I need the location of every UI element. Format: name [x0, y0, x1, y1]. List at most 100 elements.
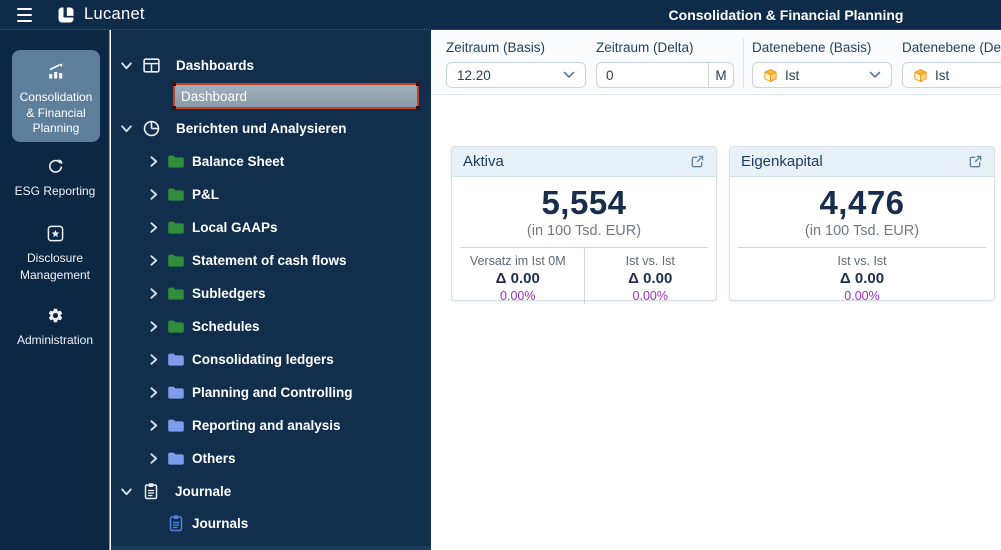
- tree-item-label: Statement of cash flows: [192, 252, 347, 268]
- filter-label: Datenebene (Delta): [902, 40, 1001, 55]
- chevron-right-icon[interactable]: [147, 386, 160, 399]
- tree-item-label: Planning and Controlling: [192, 384, 353, 400]
- tree-item-label: Dashboard: [181, 88, 248, 104]
- select-value: Ist: [785, 67, 800, 83]
- chevron-right-icon[interactable]: [147, 419, 160, 432]
- folder-icon: [167, 451, 185, 466]
- chevron-right-icon[interactable]: [147, 320, 160, 333]
- tree-item-dashboards[interactable]: Dashboards: [111, 52, 431, 78]
- top-bar: Lucanet Consolidation & Financial Planni…: [0, 0, 1001, 30]
- sidebar-item-label: Consolidation: [19, 90, 93, 104]
- tree-item-berichten-und-analysieren[interactable]: Berichten und Analysieren: [111, 115, 431, 141]
- tree-item-journals[interactable]: Journals: [111, 510, 431, 536]
- kpi-unit: (in 100 Tsd. EUR): [526, 223, 642, 239]
- open-in-new-icon[interactable]: [968, 154, 983, 169]
- sidebar-item-administration[interactable]: Administration: [0, 307, 110, 349]
- unit-toggle-button[interactable]: M: [708, 63, 733, 87]
- sidebar-item-consolidation-financial-planning[interactable]: Consolidation & Financial Planning: [12, 50, 100, 142]
- dashboard-table-icon: [142, 56, 161, 75]
- metric-delta: Δ 0.00: [839, 270, 885, 287]
- tree-item-label: Journale: [175, 483, 232, 499]
- sidebar-item-esg-reporting[interactable]: ESG Reporting: [0, 158, 110, 200]
- tree-item-dashboard-selected[interactable]: Dashboard: [172, 82, 420, 110]
- zeitraum-basis-select[interactable]: 12.20: [446, 62, 586, 88]
- bar-chart-trend-icon: [46, 61, 66, 81]
- card-title: Eigenkapital: [741, 153, 823, 170]
- tree-item-others[interactable]: Others: [111, 445, 431, 471]
- tree-item-label: Dashboards: [176, 57, 255, 73]
- chevron-right-icon[interactable]: [147, 353, 160, 366]
- folder-icon: [167, 352, 185, 367]
- folder-icon: [167, 187, 185, 202]
- metric-delta: Δ 0.00: [628, 270, 673, 287]
- card-divider: [460, 247, 708, 248]
- metric-ist-vs-ist: Ist vs. Ist Δ 0.00 0.00%: [730, 248, 994, 304]
- chevron-down-icon[interactable]: [120, 122, 133, 135]
- app-title: Consolidation & Financial Planning: [668, 7, 904, 23]
- folder-icon: [167, 253, 185, 268]
- metric-delta: Δ 0.00: [495, 270, 540, 287]
- metric-percent: 0.00%: [632, 289, 668, 303]
- filter-datenebene-basis: Datenebene (Basis) Ist: [752, 40, 892, 88]
- tree-item-consolidating-ledgers[interactable]: Consolidating ledgers: [111, 346, 431, 372]
- sidebar-item-disclosure-management[interactable]: Disclosure Management: [0, 225, 110, 284]
- filter-zeitraum-delta: Zeitraum (Delta) M: [596, 40, 734, 88]
- menu-icon[interactable]: [17, 8, 32, 22]
- tree-item-label: Schedules: [192, 318, 260, 334]
- metric-percent: 0.00%: [500, 289, 536, 303]
- chevron-down-icon[interactable]: [120, 59, 133, 72]
- tree-item-local-gaaps[interactable]: Local GAAPs: [111, 214, 431, 240]
- filter-datenebene-delta: Datenebene (Delta) Ist: [902, 40, 1001, 88]
- chevron-down-icon[interactable]: [120, 485, 133, 498]
- filter-label: Zeitraum (Delta): [596, 40, 694, 55]
- open-in-new-icon[interactable]: [690, 154, 705, 169]
- tree-item-reporting-and-analysis[interactable]: Reporting and analysis: [111, 412, 431, 438]
- chevron-right-icon[interactable]: [147, 221, 160, 234]
- folder-icon: [167, 220, 185, 235]
- sidebar-item-label: Disclosure: [26, 251, 83, 265]
- filter-divider: [743, 38, 744, 88]
- metric-label: Ist vs. Ist: [837, 254, 887, 268]
- zeitraum-delta-input[interactable]: [597, 63, 708, 87]
- cube-icon: [763, 68, 778, 83]
- tree-item-label: Subledgers: [192, 285, 266, 301]
- select-value: 12.20: [457, 67, 491, 83]
- delta-icon: Δ: [839, 270, 851, 287]
- tree-item-pl[interactable]: P&L: [111, 181, 431, 207]
- chevron-right-icon[interactable]: [147, 452, 160, 465]
- tree-item-subledgers[interactable]: Subledgers: [111, 280, 431, 306]
- folder-icon: [167, 319, 185, 334]
- tree-item-label: Balance Sheet: [192, 153, 285, 169]
- module-sidebar: Consolidation & Financial Planning ESG R…: [0, 30, 110, 550]
- tree-item-planning-and-controlling[interactable]: Planning and Controlling: [111, 379, 431, 405]
- tree-item-schedules[interactable]: Schedules: [111, 313, 431, 339]
- tree-item-journale[interactable]: Journale: [111, 478, 431, 504]
- tree-item-label: Reporting and analysis: [192, 417, 341, 433]
- sidebar-item-label: Administration: [16, 333, 94, 347]
- sidebar-item-label: & Financial: [26, 105, 86, 120]
- selection-handle: [172, 106, 176, 110]
- chevron-right-icon[interactable]: [147, 254, 160, 267]
- chevron-right-icon[interactable]: [147, 287, 160, 300]
- tree-item-statement-of-cash-flows[interactable]: Statement of cash flows: [111, 247, 431, 273]
- select-value: Ist: [935, 67, 950, 83]
- chevron-right-icon[interactable]: [147, 188, 160, 201]
- tree-item-label: P&L: [192, 186, 219, 202]
- folder-icon: [167, 385, 185, 400]
- sidebar-item-label: Planning: [32, 121, 80, 135]
- chevron-right-icon[interactable]: [147, 155, 160, 168]
- tree-indent: [147, 517, 160, 530]
- brand-name: Lucanet: [84, 5, 145, 23]
- tree-item-balance-sheet[interactable]: Balance Sheet: [111, 148, 431, 174]
- chevron-down-icon: [563, 71, 575, 79]
- filter-label: Zeitraum (Basis): [446, 40, 546, 55]
- kpi-value: 4,476: [819, 184, 905, 221]
- datenebene-basis-select[interactable]: Ist: [752, 62, 892, 88]
- cube-icon: [913, 68, 928, 83]
- tree-item-label: Local GAAPs: [192, 219, 278, 235]
- card-title: Aktiva: [463, 153, 504, 170]
- delta-icon: Δ: [628, 270, 639, 287]
- metric-ist-vs-ist: Ist vs. Ist Δ 0.00 0.00%: [583, 248, 717, 304]
- tree-item-label: Journals: [192, 515, 249, 531]
- datenebene-delta-select[interactable]: Ist: [902, 62, 1001, 88]
